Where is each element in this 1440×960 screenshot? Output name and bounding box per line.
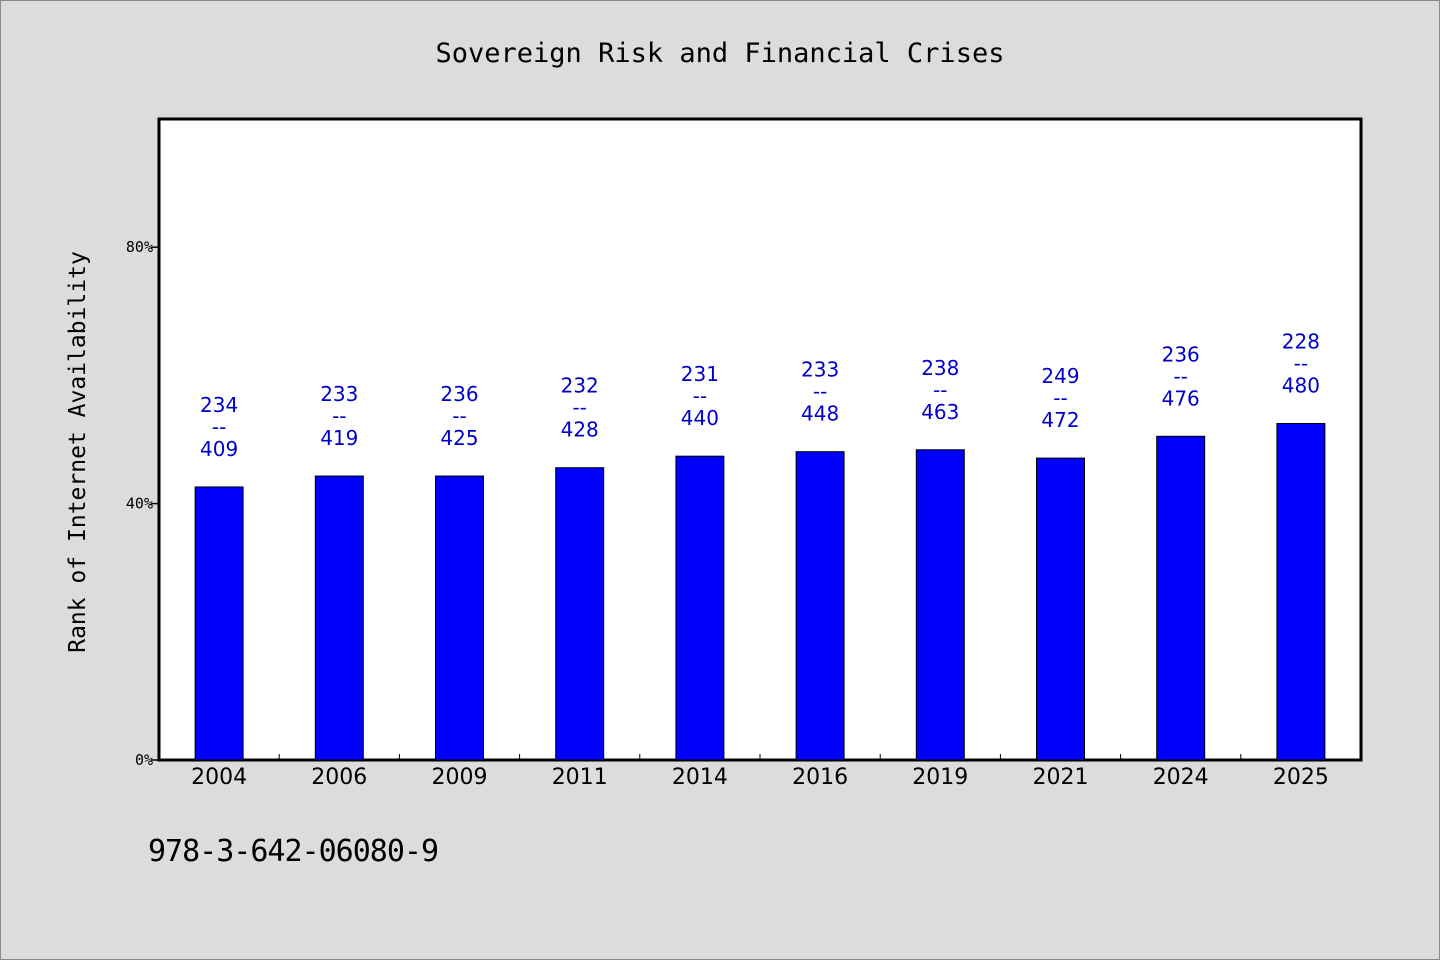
bar-data-label: -- xyxy=(572,396,586,420)
bar-data-label: -- xyxy=(813,380,827,404)
bar-data-label: 233 xyxy=(801,358,839,382)
bar-data-label: -- xyxy=(212,415,226,439)
bar-data-label: -- xyxy=(693,384,707,408)
bar-data-label: 472 xyxy=(1041,408,1079,432)
x-tick-label: 2019 xyxy=(912,765,968,790)
x-tick-label: 2024 xyxy=(1153,765,1209,790)
bar-data-label: 480 xyxy=(1282,373,1320,397)
x-axis: 2004 2006 2009 2011 2014 2016 2019 2021 2024 2025 xyxy=(191,754,1329,790)
bar-data-label: 409 xyxy=(200,437,238,461)
x-tick-label: 2011 xyxy=(552,765,608,790)
bar xyxy=(194,486,244,761)
y-axis-label: Rank of Internet Availability xyxy=(65,251,91,653)
bar-data-label: 233 xyxy=(320,382,358,406)
x-tick-label: 2025 xyxy=(1273,765,1329,790)
isbn-footer: 978-3-642-06080-9 xyxy=(148,834,439,869)
bar xyxy=(1156,435,1206,761)
bar-data-label: 463 xyxy=(921,400,959,424)
y-tick-label: 40% xyxy=(126,495,153,513)
bar xyxy=(795,451,845,761)
bar xyxy=(435,475,484,761)
y-tick-label: 80% xyxy=(126,238,153,256)
bar-data-label: 476 xyxy=(1162,386,1200,410)
bar-labels: 234--409233--419236--425232--428231--440… xyxy=(200,329,1320,460)
x-tick-label: 2016 xyxy=(792,765,848,790)
bar-data-label: 236 xyxy=(1162,342,1200,366)
bar-data-label: -- xyxy=(1173,364,1187,388)
bar-data-label: 228 xyxy=(1282,329,1320,353)
bar xyxy=(675,455,725,761)
bar-data-label: -- xyxy=(1053,386,1067,410)
bar-data-label: 236 xyxy=(440,382,478,406)
y-axis: 0% 40% 80% xyxy=(126,238,159,769)
bar-data-label: 234 xyxy=(200,393,238,417)
chart-title: Sovereign Risk and Financial Crises xyxy=(436,38,1005,69)
x-tick-label: 2004 xyxy=(191,765,247,790)
bar-data-label: 232 xyxy=(561,374,599,398)
bar-data-label: 428 xyxy=(561,418,599,442)
bar xyxy=(1276,422,1326,761)
bar-data-label: 440 xyxy=(681,406,719,430)
bar-data-label: 238 xyxy=(921,356,959,380)
x-tick-label: 2006 xyxy=(311,765,367,790)
x-tick-label: 2009 xyxy=(432,765,488,790)
bar xyxy=(555,467,605,761)
bar-data-label: -- xyxy=(332,404,346,428)
y-tick-label: 0% xyxy=(135,751,153,769)
bar-data-label: -- xyxy=(452,404,466,428)
x-tick-label: 2014 xyxy=(672,765,728,790)
bar xyxy=(915,449,965,761)
bar-data-label: -- xyxy=(1294,351,1308,375)
bar xyxy=(1036,457,1085,761)
bars xyxy=(194,422,1326,761)
bar-data-label: -- xyxy=(933,378,947,402)
bar-data-label: 425 xyxy=(440,426,478,450)
x-tick-label: 2021 xyxy=(1033,765,1089,790)
bar-data-label: 249 xyxy=(1041,364,1079,388)
bar-data-label: 419 xyxy=(320,426,358,450)
bar-data-label: 231 xyxy=(681,362,719,386)
bar xyxy=(314,475,364,761)
bar-data-label: 448 xyxy=(801,402,839,426)
